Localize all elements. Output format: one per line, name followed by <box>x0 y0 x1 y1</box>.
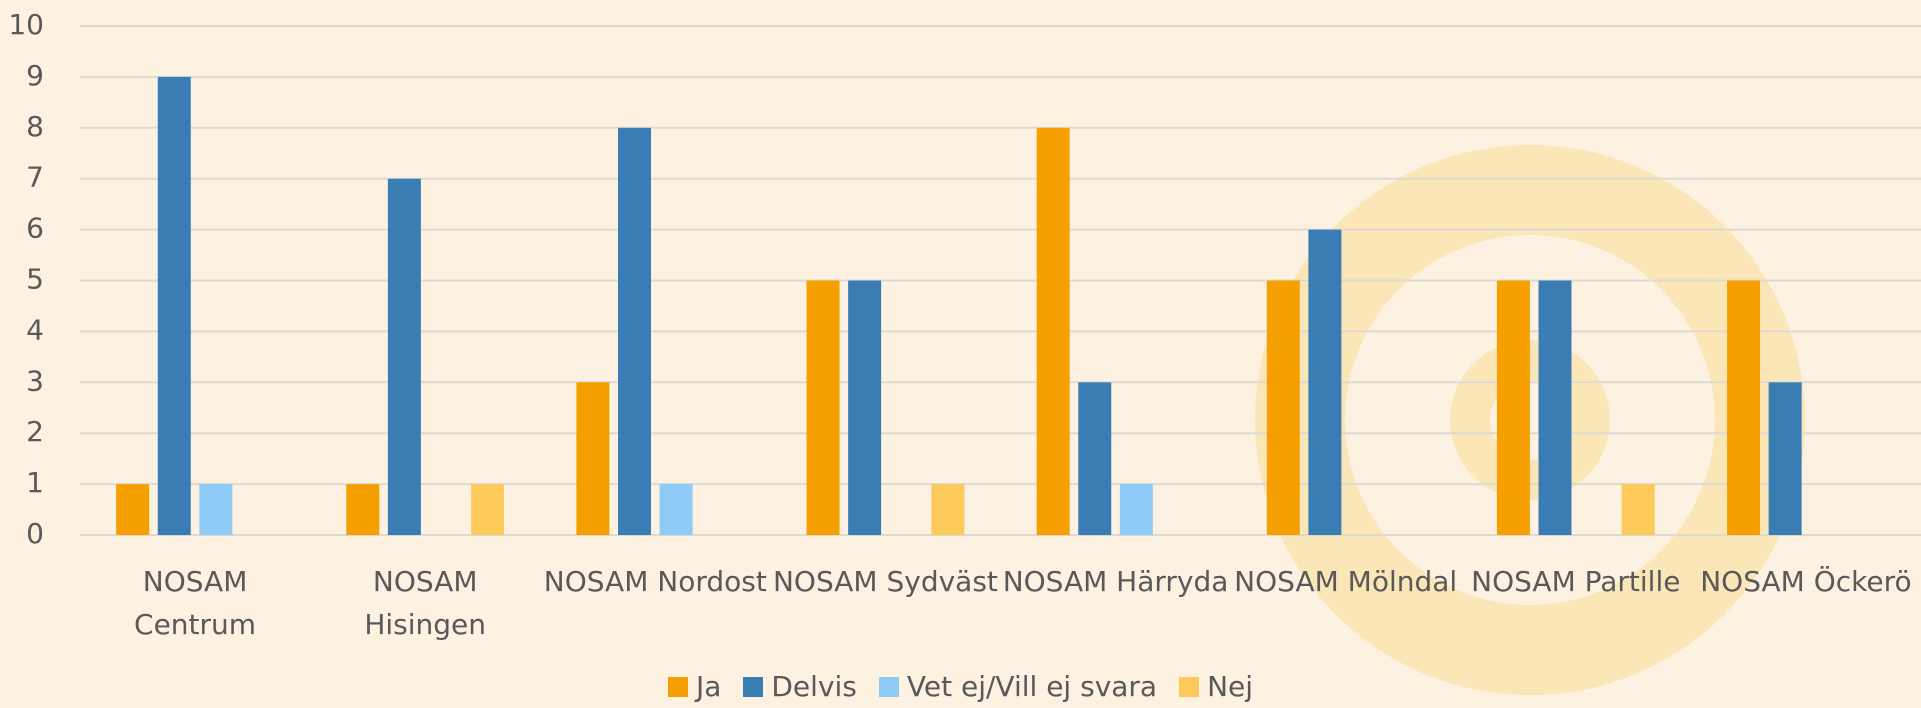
y-tick-label: 1 <box>26 466 44 499</box>
bar <box>1768 382 1802 535</box>
legend-swatch <box>667 676 688 697</box>
x-tick-label: NOSAM Partille <box>1471 565 1681 598</box>
bar <box>346 484 380 535</box>
bar <box>387 178 421 535</box>
bar <box>1078 382 1112 535</box>
x-tick-label: NOSAM Nordost <box>543 565 767 598</box>
y-tick-label: 0 <box>26 517 44 550</box>
bar <box>1308 229 1342 535</box>
x-tick-label: NOSAM Sydväst <box>772 565 998 598</box>
bar <box>618 127 652 536</box>
legend-item: Nej <box>1179 670 1253 703</box>
legend-swatch <box>1179 676 1200 697</box>
y-tick-label: 7 <box>26 161 44 194</box>
y-tick-label: 6 <box>26 212 44 245</box>
x-tick-label: NOSAM Hisingen <box>364 565 487 641</box>
legend-item: Vet ej/Vill ej svara <box>878 670 1158 703</box>
bar <box>1266 280 1300 535</box>
x-tick-label: NOSAM Mölndal <box>1234 565 1458 598</box>
bar <box>806 280 840 535</box>
bar <box>931 484 965 535</box>
bar <box>1036 127 1070 536</box>
y-tick-label: 3 <box>26 364 44 397</box>
bar <box>848 280 882 535</box>
bar <box>116 484 150 535</box>
bar <box>1119 484 1153 535</box>
y-tick-label: 8 <box>26 110 44 143</box>
y-tick-label: 2 <box>26 415 44 448</box>
legend-item: Delvis <box>743 670 857 703</box>
bar <box>1496 280 1530 535</box>
y-tick-label: 10 <box>8 8 44 41</box>
bar <box>157 76 191 536</box>
legend-label: Vet ej/Vill ej svara <box>906 670 1158 703</box>
legend: Ja Delvis Vet ej/Vill ej svara Nej <box>0 670 1921 703</box>
y-tick-label: 9 <box>26 59 44 92</box>
x-tick-label: NOSAM Centrum <box>134 565 257 641</box>
bar <box>199 484 233 535</box>
bar <box>1727 280 1761 535</box>
legend-label: Delvis <box>771 670 857 703</box>
legend-swatch <box>878 676 899 697</box>
bar <box>576 382 610 535</box>
y-tick-label: 5 <box>26 263 44 296</box>
bar <box>1538 280 1572 535</box>
x-tick-label: NOSAM Öckerö <box>1700 565 1912 598</box>
legend-label: Ja <box>695 670 722 703</box>
x-tick-label: NOSAM Härryda <box>1002 565 1229 598</box>
legend-swatch <box>743 676 764 697</box>
bar <box>1621 484 1655 535</box>
bar <box>659 484 693 535</box>
legend-item: Ja <box>667 670 722 703</box>
y-tick-label: 4 <box>26 313 44 346</box>
legend-label: Nej <box>1207 670 1254 703</box>
bar <box>471 484 505 535</box>
